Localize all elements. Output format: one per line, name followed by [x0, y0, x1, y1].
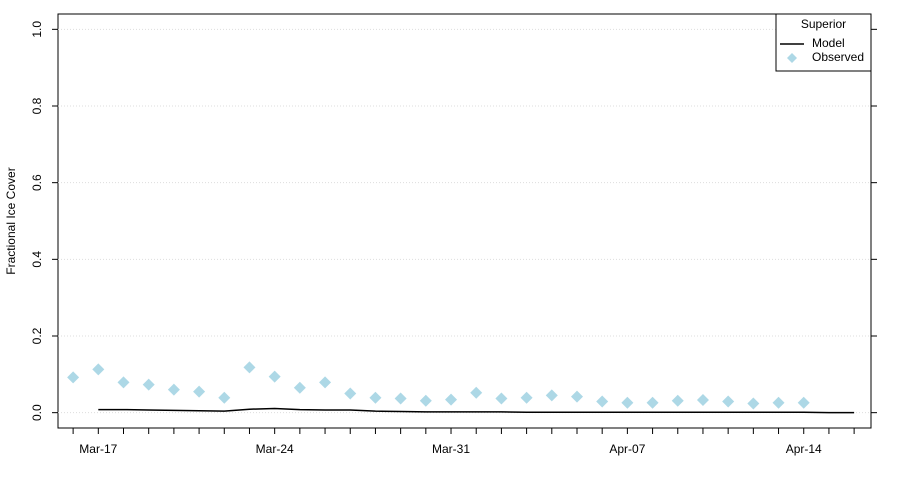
- observed-point: [570, 390, 583, 403]
- observed-point: [495, 392, 508, 405]
- x-tick-label: Mar-17: [79, 442, 117, 456]
- legend-label: Model: [812, 36, 845, 50]
- y-axis-label: Fractional Ice Cover: [4, 167, 18, 274]
- x-tick-label: Mar-24: [256, 442, 294, 456]
- y-tick-label: 0.0: [30, 404, 44, 421]
- observed-point: [520, 391, 533, 404]
- x-tick-label: Mar-31: [432, 442, 470, 456]
- observed-point: [671, 394, 684, 407]
- legend-label: Observed: [812, 50, 864, 64]
- y-tick-label: 0.8: [30, 97, 44, 114]
- observed-point: [747, 397, 760, 410]
- observed-point: [797, 396, 810, 409]
- plot-frame: [57, 13, 872, 429]
- observed-point: [470, 386, 483, 399]
- legend-title: Superior: [801, 17, 846, 31]
- observed-point: [722, 395, 735, 408]
- model-line: [98, 407, 855, 414]
- observed-point: [621, 396, 634, 409]
- observed-point: [218, 391, 231, 404]
- y-tick-label: 0.6: [30, 174, 44, 191]
- observed-point: [696, 394, 709, 407]
- observed-point: [545, 389, 558, 402]
- observed-point: [167, 383, 180, 396]
- observed-point: [394, 392, 407, 405]
- observed-point: [193, 385, 206, 398]
- observed-point: [419, 394, 432, 407]
- observed-point: [344, 387, 357, 400]
- observed-point: [92, 363, 105, 376]
- observed-point: [772, 396, 785, 409]
- observed-point: [319, 376, 332, 389]
- observed-point: [117, 376, 130, 389]
- observed-point: [646, 396, 659, 409]
- observed-point: [596, 395, 609, 408]
- observed-point: [369, 391, 382, 404]
- observed-point: [243, 361, 256, 374]
- observed-point: [142, 378, 155, 391]
- y-tick-label: 1.0: [30, 21, 44, 38]
- observed-point: [445, 393, 458, 406]
- x-tick-label: Apr-07: [609, 442, 645, 456]
- observed-point: [67, 371, 80, 384]
- observed-point: [268, 370, 281, 383]
- y-tick-label: 0.4: [30, 251, 44, 268]
- observed-point: [293, 381, 306, 394]
- x-tick-label: Apr-14: [786, 442, 822, 456]
- y-tick-label: 0.2: [30, 327, 44, 344]
- legend-diamond: [787, 53, 797, 63]
